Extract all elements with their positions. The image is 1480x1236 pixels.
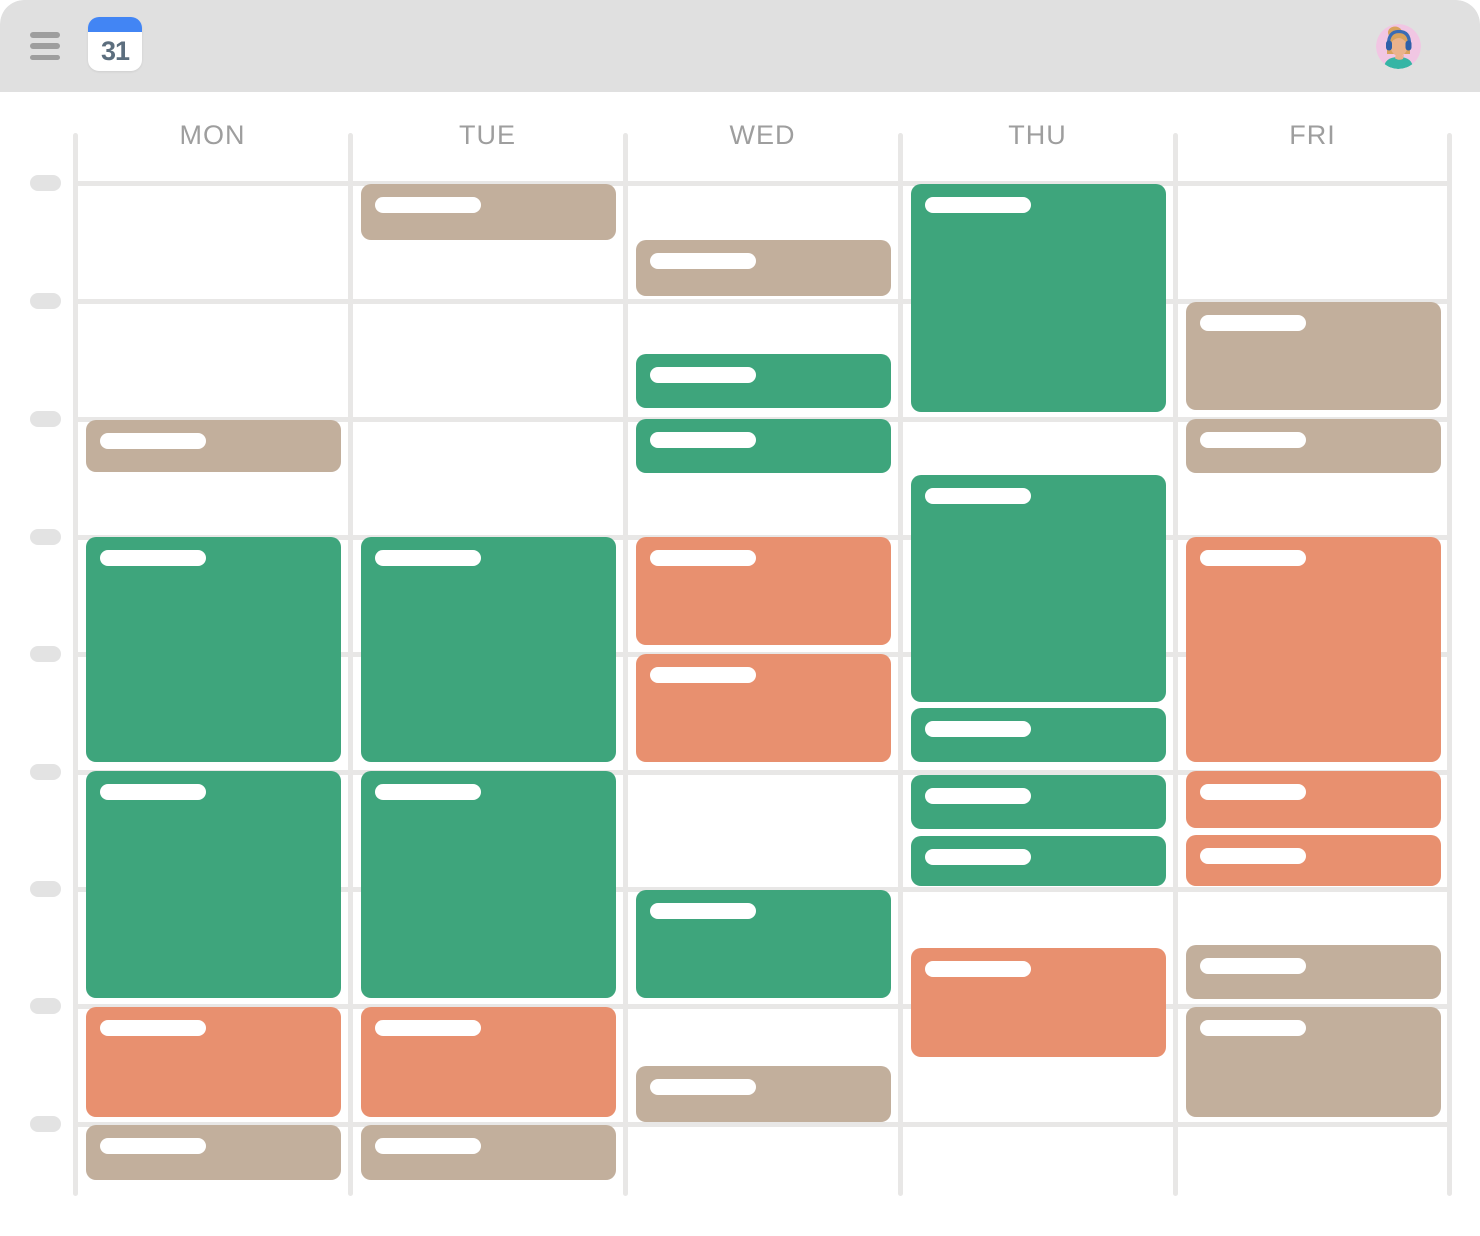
- time-label-placeholder: [30, 293, 61, 309]
- calendar-event-tan[interactable]: [361, 1125, 616, 1180]
- grid-line-vertical: [348, 133, 353, 1196]
- grid-line-horizontal: [73, 887, 1452, 892]
- calendar-event-green[interactable]: [361, 771, 616, 998]
- event-title-placeholder: [375, 1138, 481, 1154]
- event-title-placeholder: [650, 253, 756, 269]
- event-title-placeholder: [1200, 848, 1306, 864]
- calendar-icon-header: [88, 17, 142, 32]
- event-title-placeholder: [650, 550, 756, 566]
- calendar-event-tan[interactable]: [636, 1066, 891, 1122]
- event-title-placeholder: [925, 721, 1031, 737]
- event-title-placeholder: [375, 784, 481, 800]
- event-title-placeholder: [650, 367, 756, 383]
- grid-line-vertical: [73, 133, 78, 1196]
- calendar-event-green[interactable]: [86, 771, 341, 998]
- time-label-placeholder: [30, 881, 61, 897]
- time-label-placeholder: [30, 998, 61, 1014]
- top-app-bar: 31: [0, 0, 1480, 92]
- calendar-event-green[interactable]: [911, 708, 1166, 762]
- event-title-placeholder: [375, 197, 481, 213]
- event-title-placeholder: [650, 667, 756, 683]
- day-header-tue: TUE: [459, 120, 516, 150]
- user-avatar-illustration: [1376, 24, 1421, 69]
- calendar-event-orange[interactable]: [911, 948, 1166, 1057]
- calendar-event-orange[interactable]: [86, 1007, 341, 1117]
- day-header-fri: FRI: [1289, 120, 1336, 150]
- calendar-event-green[interactable]: [911, 184, 1166, 412]
- grid-line-horizontal: [73, 181, 1452, 186]
- grid-line-vertical: [623, 133, 628, 1196]
- calendar-event-orange[interactable]: [1186, 835, 1441, 886]
- calendar-event-orange[interactable]: [636, 537, 891, 645]
- event-title-placeholder: [100, 784, 206, 800]
- event-title-placeholder: [1200, 550, 1306, 566]
- grid-line-vertical: [898, 133, 903, 1196]
- event-title-placeholder: [925, 788, 1031, 804]
- event-title-placeholder: [1200, 1020, 1306, 1036]
- time-label-placeholder: [30, 1116, 61, 1132]
- event-title-placeholder: [925, 961, 1031, 977]
- event-title-placeholder: [925, 849, 1031, 865]
- event-title-placeholder: [375, 550, 481, 566]
- event-title-placeholder: [100, 1138, 206, 1154]
- calendar-event-orange[interactable]: [361, 1007, 616, 1117]
- day-header-thu: THU: [1008, 120, 1067, 150]
- hamburger-bar: [30, 43, 60, 49]
- calendar-event-tan[interactable]: [86, 420, 341, 472]
- grid-line-horizontal: [73, 770, 1452, 775]
- day-header-wed: WED: [729, 120, 796, 150]
- event-title-placeholder: [100, 1020, 206, 1036]
- calendar-event-green[interactable]: [636, 890, 891, 998]
- time-label-placeholder: [30, 764, 61, 780]
- time-label-placeholder: [30, 529, 61, 545]
- calendar-event-tan[interactable]: [361, 184, 616, 240]
- calendar-event-green[interactable]: [911, 475, 1166, 702]
- calendar-event-green[interactable]: [911, 836, 1166, 886]
- calendar-event-green[interactable]: [636, 419, 891, 473]
- event-title-placeholder: [1200, 958, 1306, 974]
- calendar-event-orange[interactable]: [1186, 771, 1441, 828]
- event-title-placeholder: [1200, 432, 1306, 448]
- event-title-placeholder: [925, 197, 1031, 213]
- event-title-placeholder: [1200, 315, 1306, 331]
- calendar-event-green[interactable]: [86, 537, 341, 762]
- user-avatar[interactable]: [1376, 24, 1421, 69]
- event-title-placeholder: [375, 1020, 481, 1036]
- hamburger-bar: [30, 32, 60, 38]
- event-title-placeholder: [650, 1079, 756, 1095]
- grid-line-horizontal: [73, 299, 1452, 304]
- grid-line-vertical: [1447, 133, 1452, 1196]
- event-title-placeholder: [100, 550, 206, 566]
- calendar-event-tan[interactable]: [1186, 1007, 1441, 1117]
- time-label-placeholder: [30, 646, 61, 662]
- event-title-placeholder: [925, 488, 1031, 504]
- calendar-event-orange[interactable]: [636, 654, 891, 762]
- event-title-placeholder: [650, 432, 756, 448]
- week-calendar-grid: MON TUE WED THU FRI: [0, 92, 1480, 1236]
- time-label-placeholder: [30, 411, 61, 427]
- time-label-placeholder: [30, 175, 61, 191]
- event-title-placeholder: [1200, 784, 1306, 800]
- grid-line-horizontal: [73, 1004, 1452, 1009]
- calendar-event-tan[interactable]: [1186, 419, 1441, 473]
- calendar-event-green[interactable]: [636, 354, 891, 408]
- calendar-app-icon[interactable]: 31: [88, 17, 142, 71]
- calendar-event-green[interactable]: [361, 537, 616, 762]
- hamburger-menu-icon[interactable]: [30, 32, 60, 60]
- event-title-placeholder: [650, 903, 756, 919]
- calendar-event-tan[interactable]: [86, 1125, 341, 1180]
- calendar-event-tan[interactable]: [636, 240, 891, 296]
- calendar-event-tan[interactable]: [1186, 945, 1441, 999]
- event-title-placeholder: [100, 433, 206, 449]
- grid-line-horizontal: [73, 1122, 1452, 1127]
- calendar-event-orange[interactable]: [1186, 537, 1441, 762]
- calendar-event-green[interactable]: [911, 775, 1166, 829]
- calendar-event-tan[interactable]: [1186, 302, 1441, 410]
- hamburger-bar: [30, 54, 60, 60]
- day-header-mon: MON: [179, 120, 246, 150]
- grid-line-vertical: [1173, 133, 1178, 1196]
- calendar-icon-day-number: 31: [100, 36, 130, 66]
